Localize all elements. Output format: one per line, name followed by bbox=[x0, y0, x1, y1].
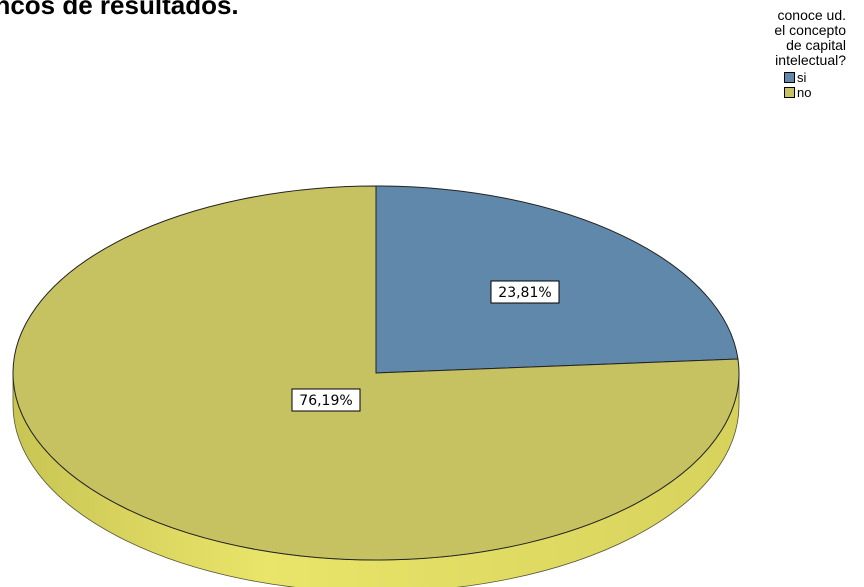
legend-item-no: no bbox=[784, 85, 846, 100]
pie-labels: 23,81% 76,19% bbox=[291, 280, 560, 412]
pie-label-no: 76,19% bbox=[291, 388, 361, 412]
legend-label-si: si bbox=[797, 70, 807, 85]
pie-label-box-no bbox=[291, 388, 361, 412]
pie-top-face bbox=[12, 185, 740, 561]
page-heading: ancos de resultados. bbox=[0, 0, 239, 20]
legend-title: conoce ud. el concepto de capital intele… bbox=[774, 7, 846, 68]
legend-swatch-si bbox=[784, 72, 795, 83]
pie-slice-no bbox=[12, 185, 740, 561]
pie-label-text-no: 76,19% bbox=[299, 393, 352, 409]
pie-label-text-si: 23,81% bbox=[498, 285, 551, 301]
pie-label-box-si bbox=[490, 280, 560, 304]
legend-item-si: si bbox=[784, 70, 846, 85]
legend-label-no: no bbox=[797, 85, 812, 100]
legend-swatch-no bbox=[784, 87, 795, 98]
pie-label-si: 23,81% bbox=[490, 280, 560, 304]
legend-items: si no bbox=[726, 70, 846, 100]
pie-slice-si bbox=[375, 185, 739, 374]
chart-legend: conoce ud. el concepto de capital intele… bbox=[726, 7, 846, 101]
